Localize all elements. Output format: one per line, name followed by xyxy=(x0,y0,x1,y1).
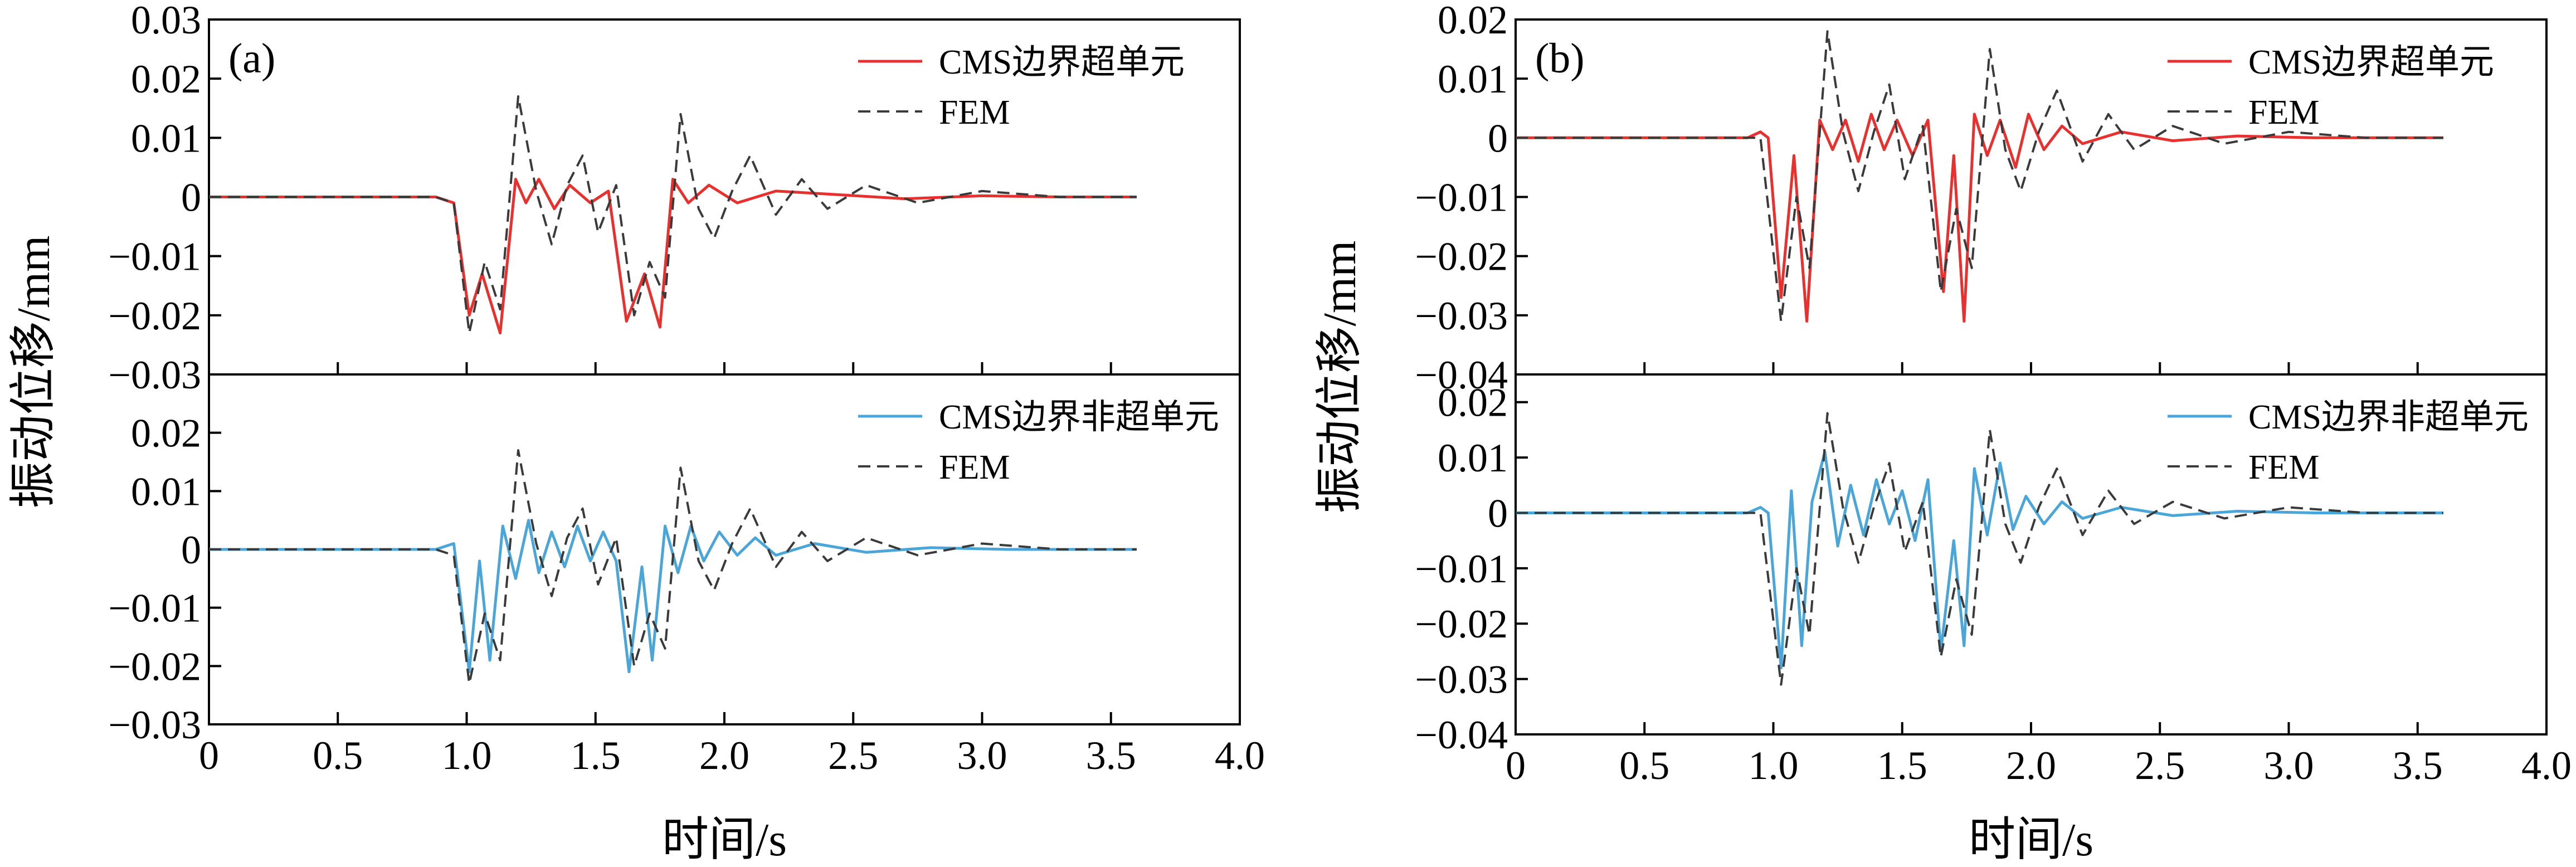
y-tick-label: −0.04 xyxy=(1415,353,1508,397)
series-line-cms xyxy=(209,519,1137,674)
chart-panel-a: 0.030.020.010−0.01−0.02−0.03CMS边界超单元FEM0… xyxy=(8,0,1265,866)
legend-label: CMS边界非超单元 xyxy=(2248,398,2529,436)
y-tick-label: 0.01 xyxy=(131,469,201,514)
y-axis-label: 振动位移/mm xyxy=(1314,240,1366,513)
series-line-cms xyxy=(1516,450,2443,670)
subplot-bottom: 0.02 0.01 0 −0.01 −0.02 −0.03 −0.04 CMS边界非超单元 FE… xyxy=(1415,373,2548,757)
x-tick-label: 2.0 xyxy=(2006,743,2056,788)
legend-label: FEM xyxy=(939,94,1010,131)
legend-label: FEM xyxy=(939,449,1010,486)
y-tick-label: −0.02 xyxy=(108,644,201,689)
x-tick-label: 1.0 xyxy=(442,733,492,778)
x-tick-label: 3.5 xyxy=(1086,733,1136,778)
y-tick-label: 0.02 xyxy=(131,411,201,456)
y-tick-label: −0.03 xyxy=(1415,657,1508,702)
legend-label: CMS边界超单元 xyxy=(939,43,1185,81)
y-tick-label: 0.01 xyxy=(1438,436,1508,480)
x-tick-label: 1.5 xyxy=(571,733,621,778)
y-tick-label: −0.02 xyxy=(1415,235,1508,279)
y-tick-label: 0 xyxy=(1488,491,1508,535)
chart-panel-b: 0.02 0.01 0 −0.01 −0.02 −0.03 −0.04 CMS边界超单元 FEM… xyxy=(1314,0,2572,866)
legend-label: FEM xyxy=(2248,94,2319,131)
y-tick-label: −0.01 xyxy=(108,235,201,279)
y-tick-label: 0 xyxy=(181,528,201,572)
y-tick-label: −0.01 xyxy=(1415,547,1508,591)
series-line-fem xyxy=(1516,30,2443,323)
x-tick-label: 0.5 xyxy=(313,733,363,778)
y-tick-label: −0.02 xyxy=(108,294,201,338)
y-tick-label: −0.01 xyxy=(1415,176,1508,220)
series-line-fem xyxy=(209,95,1137,334)
y-tick-label: 0 xyxy=(181,176,201,220)
x-tick-label: 2.5 xyxy=(828,733,878,778)
x-tick-label: 0.5 xyxy=(1619,743,1669,788)
x-tick-label: 1.0 xyxy=(1749,743,1799,788)
series-line-cms xyxy=(1516,113,2443,323)
y-tick-label: −0.03 xyxy=(108,353,201,397)
series-line-cms xyxy=(209,178,1137,335)
y-axis-label: 振动位移/mm xyxy=(8,235,60,508)
x-axis-label: 时间/s xyxy=(1969,814,2093,866)
x-tick-label: 1.5 xyxy=(1877,743,1927,788)
x-tick-label: 2.5 xyxy=(2135,743,2185,788)
panel-label: (a) xyxy=(228,35,275,82)
panel-label: (b) xyxy=(1535,35,1585,82)
y-tick-label: 0.02 xyxy=(131,57,201,101)
x-tick-label: 0 xyxy=(199,733,219,778)
subplot-top: 0.02 0.01 0 −0.01 −0.02 −0.03 −0.04 CMS边界超单元 FEM xyxy=(1415,0,2548,397)
subplot-top: 0.03 0.02 0.01 0 −0.01 −0.02 −0.03 CMS边界超单元 FEM xyxy=(108,0,1241,397)
series-line-fem xyxy=(209,449,1137,685)
x-tick-label: 3.0 xyxy=(957,733,1007,778)
y-tick-label: 0.01 xyxy=(1438,57,1508,101)
y-tick-label: 0 xyxy=(1488,116,1508,160)
x-tick-label: 2.0 xyxy=(699,733,749,778)
x-tick-label: 0 xyxy=(1506,743,1526,788)
series-line-fem xyxy=(1516,412,2443,686)
y-tick-label: −0.01 xyxy=(108,586,201,631)
x-axis-label: 时间/s xyxy=(662,814,787,866)
x-tick-label: 3.0 xyxy=(2264,743,2314,788)
y-tick-label: −0.02 xyxy=(1415,602,1508,646)
legend-label: CMS边界超单元 xyxy=(2248,43,2494,81)
y-tick-label: 0.01 xyxy=(131,116,201,160)
y-tick-label: −0.03 xyxy=(1415,294,1508,338)
y-tick-label: 0.02 xyxy=(1438,381,1508,425)
legend-label: CMS边界非超单元 xyxy=(939,398,1219,436)
legend-label: FEM xyxy=(2248,449,2319,486)
y-tick-label: −0.04 xyxy=(1415,713,1508,757)
y-tick-label: 0.03 xyxy=(131,0,201,42)
subplot-bottom: 0.02 0.01 0 −0.01 −0.02 −0.03 CMS边界非超单元 FEM xyxy=(108,373,1241,747)
x-tick-label: 3.5 xyxy=(2393,743,2443,788)
y-tick-label: −0.03 xyxy=(108,703,201,747)
x-tick-label: 4.0 xyxy=(1215,733,1265,778)
x-tick-label: 4.0 xyxy=(2521,743,2572,788)
y-tick-label: 0.02 xyxy=(1438,0,1508,42)
